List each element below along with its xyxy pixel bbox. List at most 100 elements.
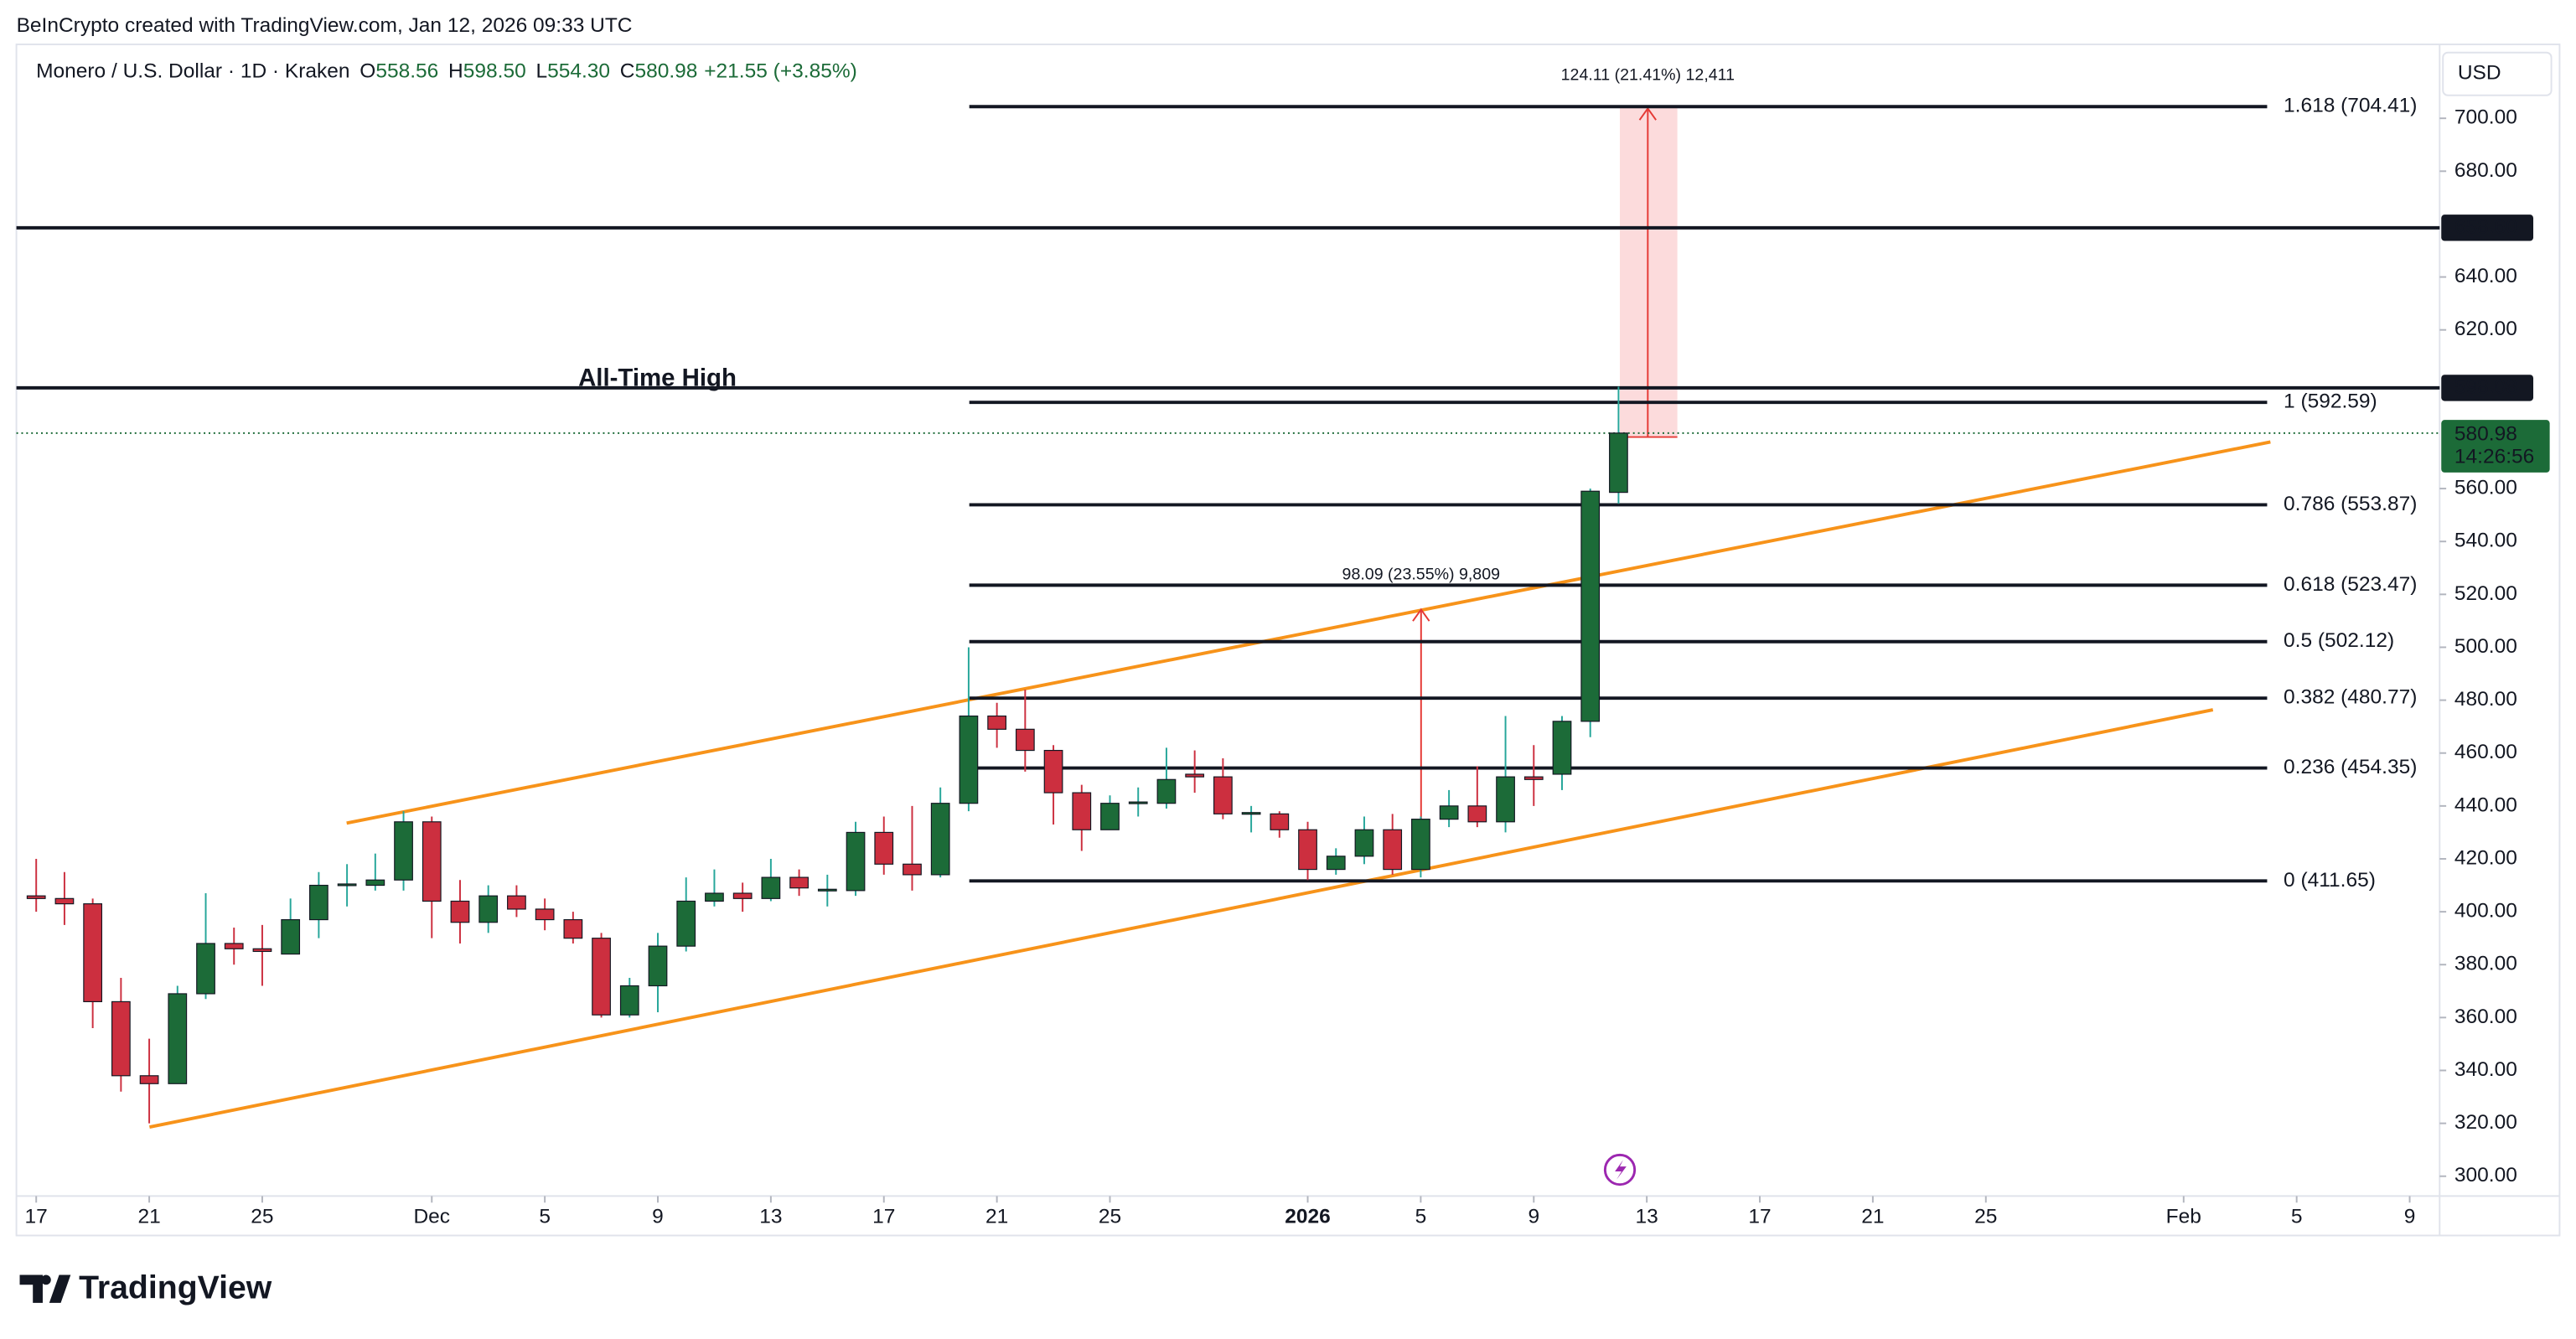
candle-body [619,985,639,1016]
symbol-legend: Monero / U.S. Dollar · 1D · Kraken O558.5… [36,60,857,83]
event-icon-bolt [1615,1160,1627,1180]
candle-body [1015,728,1035,752]
candle-body [1467,805,1487,823]
candle-body [930,803,950,876]
change: +21.55 (+3.85%) [704,60,857,83]
candle-body [281,918,301,955]
candle-body [648,945,668,987]
x-tick-label: 25 [1974,1205,1997,1228]
candle-body [83,903,103,1003]
candle-body [168,993,188,1084]
y-tick-label: 620.00 [2454,318,2517,340]
fib-label: 1 (592.59) [2284,390,2377,413]
candle-body [224,943,244,949]
candle-body [111,1000,131,1077]
level-tag-label: 658.60 [2454,215,2517,238]
x-tick-label: Dec [413,1205,450,1228]
level-tag [2441,375,2534,401]
x-tick-label: 13 [1636,1205,1658,1228]
x-tick-label: 5 [2291,1205,2303,1228]
x-tick-label: 21 [137,1205,160,1228]
ohlc-value: 598.50 [463,60,526,83]
fib-label: 0.618 (523.47) [2284,573,2417,596]
candle-body [1298,829,1317,871]
candle-body [563,918,583,939]
candle-body [1439,805,1459,820]
x-tick-label: 25 [1099,1205,1121,1228]
ohlc-value: 580.98 [634,60,697,83]
fib-label: 0.382 (480.77) [2284,686,2417,709]
x-tick-label: 5 [539,1205,551,1228]
candle-body [1580,490,1601,722]
symbol: Monero / U.S. Dollar · 1D · Kraken [36,60,349,83]
candle-body [309,884,328,921]
measure-label: 124.11 (21.41%) 12,411 [1561,65,1735,84]
candle-body [1383,829,1403,871]
candle-body [450,900,470,923]
candle-body [478,895,499,923]
candle-body [1411,819,1430,871]
x-tick-label: 17 [25,1205,48,1228]
y-tick-label: 700.00 [2454,106,2517,129]
countdown-label: 14:26:56 [2454,446,2534,468]
candle-body [846,831,866,892]
candle-body [1552,721,1572,775]
candle-body [1609,432,1628,494]
measure-label: 98.09 (23.55%) 9,809 [1342,565,1500,583]
x-tick-label: 9 [652,1205,664,1228]
y-tick-label: 440.00 [2454,794,2517,816]
ohlc-key: O [360,60,375,83]
currency: USD [2458,62,2501,85]
y-tick-label: 460.00 [2454,741,2517,763]
candle-body [26,895,46,899]
candle-body [394,821,413,881]
candle-body [196,943,215,995]
candle-body [1523,776,1544,780]
y-tick-label: 560.00 [2454,477,2517,499]
fib-label: 0.236 (454.35) [2284,756,2417,778]
currency-box[interactable] [2442,51,2553,96]
candle-body [1496,776,1515,823]
candle-body [139,1075,159,1084]
candle-body [592,938,611,1016]
x-tick-label: 21 [985,1205,1008,1228]
candle-body [1043,749,1063,794]
candle-body [761,876,781,899]
x-tick-label: 17 [1748,1205,1771,1228]
candle-body [1072,792,1092,830]
fib-label: 1.618 (704.41) [2284,95,2417,117]
candle-body [987,715,1006,730]
x-tick-label: 2026 [1285,1205,1331,1228]
candle-body [54,897,75,905]
y-tick-label: 500.00 [2454,635,2517,658]
candle-body [1156,778,1177,804]
y-tick-label: 340.00 [2454,1058,2517,1081]
candle-body [337,883,357,887]
last-price-label: 580.98 [2454,422,2517,445]
measure-arrow-head [1638,106,1657,121]
y-tick-label: 360.00 [2454,1006,2517,1028]
measure-arrow-head [1412,607,1430,622]
candle-body [874,831,894,865]
ohlc-key: H [448,60,463,83]
y-tick-label: 400.00 [2454,900,2517,923]
y-tick-label: 680.00 [2454,159,2517,182]
ohlc-key: C [620,60,635,83]
candle-body [789,876,809,889]
fib-label: 0.786 (553.87) [2284,493,2417,515]
y-tick-label: 520.00 [2454,582,2517,605]
x-tick-label: 9 [2404,1205,2416,1228]
candle-body [1354,829,1374,857]
y-tick-label: 640.00 [2454,265,2517,287]
candle-body [959,715,979,804]
chart-frame [15,43,2561,1237]
fib-label: 0.5 (502.12) [2284,629,2394,652]
candle-body [732,892,753,899]
plot-area: 124.11 (21.41%) 12,411 98.09 (23.55%) 9,… [16,65,2440,1129]
x-tick-label: 25 [251,1205,273,1228]
candle-body [676,900,696,947]
x-tick-label: 13 [759,1205,782,1228]
y-tick-label: 480.00 [2454,688,2517,711]
